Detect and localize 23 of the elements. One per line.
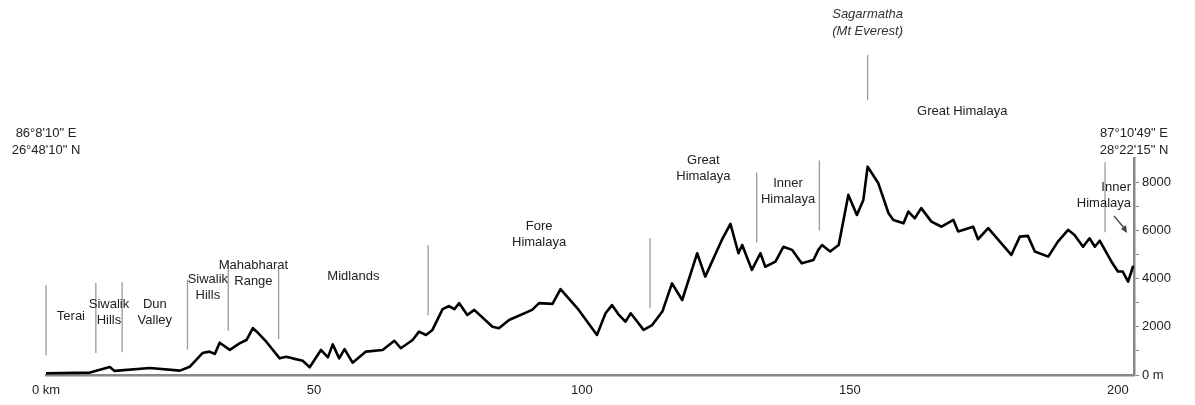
annotation: Great Himalaya bbox=[676, 152, 732, 184]
y-tick-label: 0 m bbox=[1142, 366, 1164, 382]
x-tick-label: 150 bbox=[839, 382, 861, 398]
x-tick-label: 50 bbox=[306, 382, 322, 398]
annotation: Siwalik Hills bbox=[187, 271, 229, 303]
x-tick-label: 0 km bbox=[31, 382, 61, 398]
x-tick-label: 200 bbox=[1107, 382, 1129, 398]
y-tick-label: 6000 bbox=[1142, 221, 1171, 237]
text: 86°8'10" E 26°48'10" N bbox=[11, 124, 81, 157]
y-tick-label: 2000 bbox=[1142, 318, 1171, 334]
annotation: Terai bbox=[56, 307, 86, 323]
annotation: Dun Valley bbox=[137, 296, 173, 328]
ref-line-label: Sagarmatha (Mt Everest) bbox=[832, 5, 904, 38]
y-tick-label: 4000 bbox=[1142, 270, 1171, 286]
y-tick-label: 8000 bbox=[1142, 173, 1171, 189]
annotation: Inner Himalaya bbox=[760, 175, 816, 207]
annotation: Fore Himalaya bbox=[511, 217, 567, 249]
text: Great Himalaya bbox=[917, 103, 1009, 119]
text: 87°10'49" E 28°22'15" N bbox=[1099, 124, 1169, 157]
annotation: Inner Himalaya bbox=[1076, 178, 1132, 210]
annotation: Siwalik Hills bbox=[88, 295, 130, 327]
annotation: Midlands bbox=[327, 268, 380, 284]
x-tick-label: 100 bbox=[571, 382, 593, 398]
